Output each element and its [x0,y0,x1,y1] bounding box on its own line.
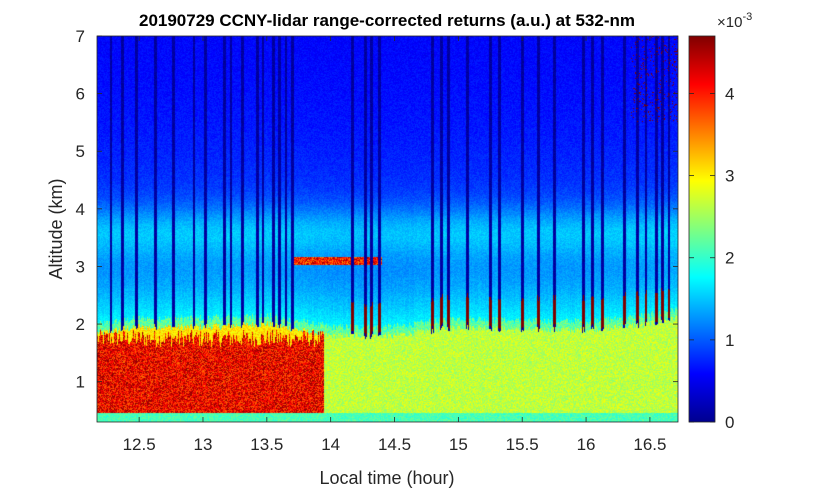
colorbar-exponent-base: ×10 [717,14,742,31]
y-tick-label: 3 [76,257,85,276]
x-tick-label: 15.5 [506,435,539,454]
colorbar-exponent: ×10-3 [717,11,752,31]
y-tick-label: 6 [76,85,85,104]
y-tick-label: 2 [76,315,85,334]
y-tick-label: 4 [76,200,85,219]
x-tick-label: 16.5 [633,435,666,454]
colorbar-tick-label: 2 [725,249,734,268]
x-tick-label: 13.5 [250,435,283,454]
x-tick-label: 12.5 [123,435,156,454]
x-tick-label: 13 [194,435,213,454]
x-tick-label: 15 [449,435,468,454]
y-tick-label: 7 [76,27,85,46]
chart-title: 20190729 CCNY-lidar range-corrected retu… [139,11,635,30]
colorbar-tick-label: 1 [725,331,734,350]
colorbar: 0 1 2 3 4 ×10-3 [688,11,752,432]
y-tick-label: 1 [76,373,85,392]
y-tick-label: 5 [76,142,85,161]
y-axis-label: Altitude (km) [46,178,66,279]
x-axis-label: Local time (hour) [319,468,454,488]
colorbar-exponent-power: -3 [742,11,752,23]
x-tick-label: 14 [321,435,340,454]
colorbar-ticks: 0 1 2 3 4 [689,84,734,432]
colorbar-tick-label: 4 [725,84,734,103]
heatmap-image [97,36,678,422]
colorbar-tick-label: 3 [725,167,734,186]
colorbar-scale [688,35,716,423]
plot-frame [96,35,679,423]
y-axis-ticks: 1 2 3 4 5 6 7 [76,27,678,392]
x-axis-ticks: 12.5 13 13.5 14 14.5 15 15.5 16 16.5 [123,36,666,454]
x-tick-label: 16 [577,435,596,454]
plot-area [96,35,679,423]
colorbar-tick-label: 0 [725,413,734,432]
x-tick-label: 14.5 [378,435,411,454]
